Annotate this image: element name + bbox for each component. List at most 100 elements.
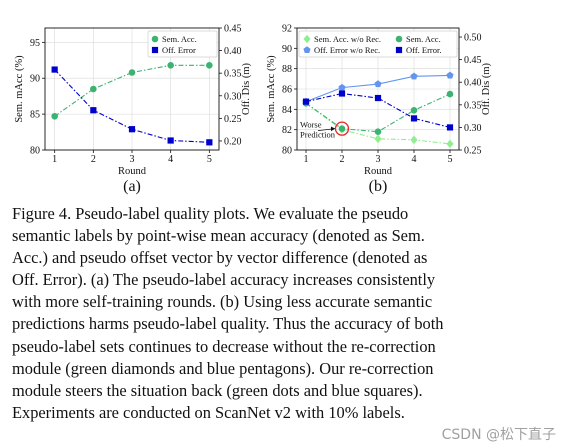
caption-line: Off. Error). (a) The pseudo-label accura… bbox=[12, 270, 436, 290]
legend-marker bbox=[151, 35, 159, 43]
legend-label: Sem. Acc. bbox=[162, 34, 197, 44]
data-point bbox=[374, 128, 382, 135]
y-left-tick-label: 90 bbox=[30, 74, 40, 85]
caption-line: module steers the situation back (green … bbox=[12, 380, 423, 400]
figure-4: 1 2 3 4 5 80 85 90 95 0.20 0.25 0.30 0.35 0.40 0.45 Rou… bbox=[0, 0, 568, 200]
data-point bbox=[167, 62, 174, 69]
y-left-axis-label: Sem. mAcc (%) bbox=[266, 55, 277, 123]
data-point bbox=[410, 115, 418, 122]
y-right-tick-label: 0.40 bbox=[464, 78, 482, 89]
legend-box bbox=[298, 30, 458, 58]
y-right-tick-label: 0.50 bbox=[464, 33, 482, 44]
y-right-tick-label: 0.40 bbox=[224, 46, 242, 57]
y-right-tick-label: 0.45 bbox=[464, 55, 482, 66]
data-point bbox=[90, 107, 97, 114]
data-point bbox=[446, 124, 454, 131]
x-tick-label: 2 bbox=[340, 154, 345, 165]
y-right-tick-label: 0.25 bbox=[224, 114, 242, 125]
data-point bbox=[410, 72, 418, 80]
data-point bbox=[51, 112, 58, 120]
y-right-tick-label: 0.25 bbox=[464, 146, 482, 157]
data-point bbox=[338, 90, 346, 97]
caption-line: Figure 4. Pseudo-label quality plots. We… bbox=[12, 204, 409, 223]
series-line bbox=[305, 92, 451, 128]
y-right-axis-label: Off. Dis (m) bbox=[241, 62, 252, 115]
annotation-text: Prediction bbox=[300, 130, 336, 140]
legend-marker bbox=[151, 46, 159, 54]
x-tick-label: 1 bbox=[52, 154, 57, 165]
series-line bbox=[54, 64, 210, 117]
legend-marker bbox=[395, 35, 403, 43]
y-left-tick-label: 80 bbox=[30, 146, 40, 157]
data-point bbox=[128, 69, 136, 76]
y-left-tick-label: 85 bbox=[30, 110, 40, 121]
legend-box bbox=[147, 30, 218, 58]
data-point bbox=[410, 135, 418, 145]
y-left-tick-label: 90 bbox=[282, 44, 292, 55]
data-point bbox=[410, 107, 418, 114]
legend-label: Sem. Acc. w/o Rec. bbox=[314, 34, 381, 44]
caption-line: semantic labels by point-wise mean accur… bbox=[12, 226, 425, 246]
chart-panel-a: 1 2 3 4 5 80 85 90 95 0.20 0.25 0.30 0.35 0.40 0.45 Rou… bbox=[14, 24, 252, 196]
y-right-tick-label: 0.35 bbox=[224, 69, 242, 80]
y-left-tick-label: 95 bbox=[30, 38, 40, 49]
data-point bbox=[128, 126, 136, 133]
data-point bbox=[338, 125, 346, 132]
data-point bbox=[302, 98, 310, 105]
figure-caption: Figure 4. Pseudo-label quality plots. We… bbox=[12, 203, 560, 424]
x-tick-label: 1 bbox=[304, 154, 309, 165]
y-right-tick-label: 0.20 bbox=[224, 136, 242, 147]
x-axis-label: Round bbox=[118, 166, 147, 177]
panel-label: (a) bbox=[123, 178, 141, 195]
data-point bbox=[90, 85, 97, 93]
y-left-tick-label: 82 bbox=[282, 125, 292, 136]
watermark: CSDN @松下直子 bbox=[441, 427, 556, 443]
y-right-tick-label: 0.30 bbox=[224, 91, 242, 102]
caption-line: module (green diamonds and blue pentagon… bbox=[12, 358, 434, 378]
data-point bbox=[374, 94, 382, 102]
data-point bbox=[446, 90, 454, 98]
y-right-tick-label: 0.30 bbox=[464, 123, 482, 134]
y-right-tick-label: 0.45 bbox=[224, 24, 242, 35]
x-tick-label: 3 bbox=[130, 154, 135, 165]
data-point bbox=[206, 62, 213, 69]
legend-label: Off. Error w/o Rec. bbox=[314, 45, 380, 55]
highlight-circle bbox=[334, 121, 350, 136]
panel-label: (b) bbox=[369, 178, 388, 195]
caption-line: Experiments are conducted on ScanNet v2 … bbox=[12, 402, 405, 422]
x-tick-label: 5 bbox=[207, 154, 212, 165]
legend-marker bbox=[395, 46, 403, 54]
x-tick-label: 4 bbox=[412, 154, 417, 165]
y-right-axis-label: Off. Dis (m) bbox=[481, 62, 492, 115]
x-tick-label: 4 bbox=[168, 154, 173, 165]
figure-svg: 1 2 3 4 5 80 85 90 95 0.20 0.25 0.30 0.35 0.40 0.45 Rou… bbox=[14, 24, 492, 196]
data-point bbox=[446, 139, 454, 149]
data-point bbox=[167, 137, 174, 144]
legend-label: Off. Error bbox=[162, 45, 196, 55]
legend-label: Off. Error. bbox=[406, 45, 442, 55]
caption-line: Acc.) and pseudo offset vector by vector… bbox=[12, 248, 428, 268]
data-point bbox=[51, 66, 58, 73]
y-left-tick-label: 88 bbox=[282, 64, 292, 75]
y-right-tick-label: 0.35 bbox=[464, 100, 482, 111]
legend-label: Sem. Acc. bbox=[406, 34, 441, 44]
y-left-tick-label: 92 bbox=[282, 24, 292, 35]
legend: Sem. Acc. w/o Rec.Off. Error w/o Rec. Sem… bbox=[298, 30, 458, 58]
data-point bbox=[374, 134, 382, 144]
caption-line: pseudo-label sets continues to decrease … bbox=[12, 336, 436, 356]
legend: Sem. Acc.Off. Error bbox=[147, 30, 218, 58]
series-line bbox=[305, 93, 451, 133]
caption-line: predictions harms pseudo-label quality. … bbox=[12, 314, 444, 334]
x-tick-label: 2 bbox=[91, 154, 96, 165]
y-left-tick-label: 84 bbox=[282, 105, 292, 116]
legend-marker bbox=[303, 46, 311, 54]
y-left-tick-label: 86 bbox=[282, 85, 292, 96]
x-tick-label: 5 bbox=[448, 154, 453, 165]
data-point bbox=[338, 83, 346, 91]
chart-panel-b: 1 2 3 4 5 80 82 84 86 88 90 92 0.25 0.30 0.35 0.40 0.45 0… bbox=[266, 24, 492, 196]
data-point bbox=[446, 71, 454, 79]
x-tick-label: 3 bbox=[376, 154, 381, 165]
y-left-tick-label: 80 bbox=[282, 146, 292, 157]
y-left-axis-label: Sem. mAcc (%) bbox=[14, 55, 25, 123]
caption-line: with more self-training rounds. (b) Usin… bbox=[12, 292, 433, 312]
